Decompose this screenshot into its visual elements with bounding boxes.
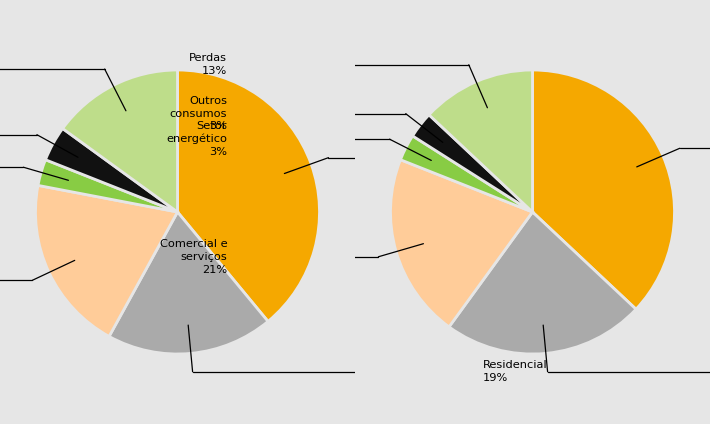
Text: Residencial
19%: Residencial 19% xyxy=(483,360,547,383)
Wedge shape xyxy=(391,160,532,327)
Text: Industrial
39%: Industrial 39% xyxy=(483,146,537,169)
Text: Outros
consumos
3%: Outros consumos 3% xyxy=(170,96,227,131)
Wedge shape xyxy=(62,70,178,212)
Wedge shape xyxy=(532,70,674,309)
Wedge shape xyxy=(413,115,532,212)
Wedge shape xyxy=(109,212,268,354)
Text: Perdas
13%: Perdas 13% xyxy=(189,53,227,76)
Wedge shape xyxy=(178,70,320,321)
Wedge shape xyxy=(45,128,178,212)
Text: Setor
energético
3%: Setor energético 3% xyxy=(166,121,227,157)
Text: Comercial e
serviços
21%: Comercial e serviços 21% xyxy=(160,239,227,275)
Wedge shape xyxy=(36,185,178,336)
Wedge shape xyxy=(449,212,636,354)
Wedge shape xyxy=(38,160,178,212)
Wedge shape xyxy=(400,136,532,212)
Wedge shape xyxy=(429,70,532,212)
